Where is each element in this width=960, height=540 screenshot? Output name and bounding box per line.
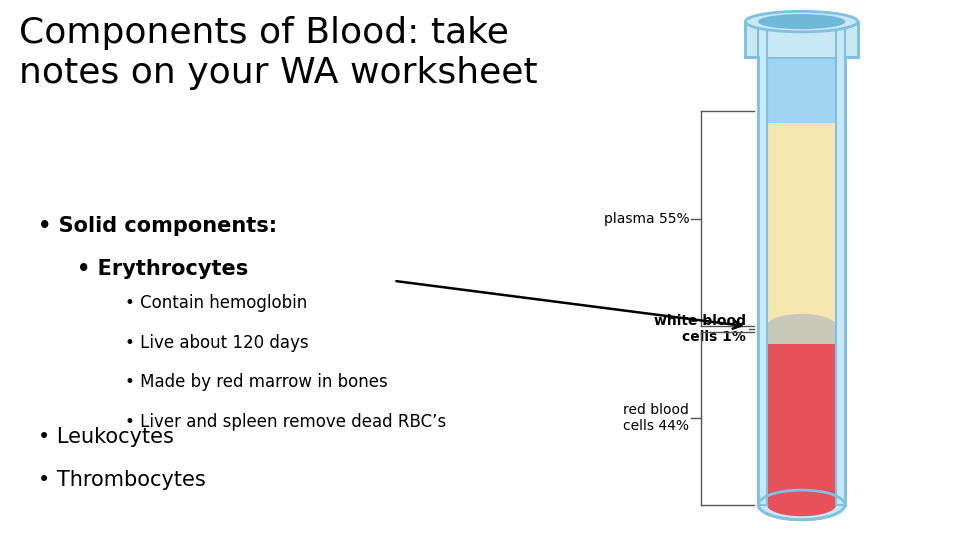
Bar [767,326,836,343]
Ellipse shape [757,14,846,29]
Ellipse shape [767,99,836,123]
Ellipse shape [767,494,836,516]
Text: • Contain hemoglobin: • Contain hemoglobin [125,294,307,312]
Bar [758,46,845,57]
Text: • Solid components:: • Solid components: [38,216,277,236]
Bar [758,22,767,505]
Text: • Live about 120 days: • Live about 120 days [125,334,308,352]
Ellipse shape [767,314,836,338]
Text: • Liver and spleen remove dead RBC’s: • Liver and spleen remove dead RBC’s [125,413,446,430]
Ellipse shape [745,11,857,32]
Bar [767,111,836,338]
Bar [836,22,845,505]
Text: • Erythrocytes: • Erythrocytes [77,259,248,279]
Bar [745,22,858,57]
Text: • Made by red marrow in bones: • Made by red marrow in bones [125,373,388,391]
Text: • Leukocytes: • Leukocytes [38,427,175,447]
Text: red blood
cells 44%: red blood cells 44% [623,403,689,434]
Text: plasma 55%: plasma 55% [604,212,689,226]
Bar [758,22,845,505]
Bar [767,40,836,123]
Ellipse shape [767,320,836,343]
Ellipse shape [758,490,845,519]
Text: white blood
cells 1%: white blood cells 1% [654,314,746,344]
Text: • Thrombocytes: • Thrombocytes [38,470,206,490]
Text: Components of Blood: take
notes on your WA worksheet: Components of Blood: take notes on your … [19,16,538,90]
Bar [767,332,836,505]
